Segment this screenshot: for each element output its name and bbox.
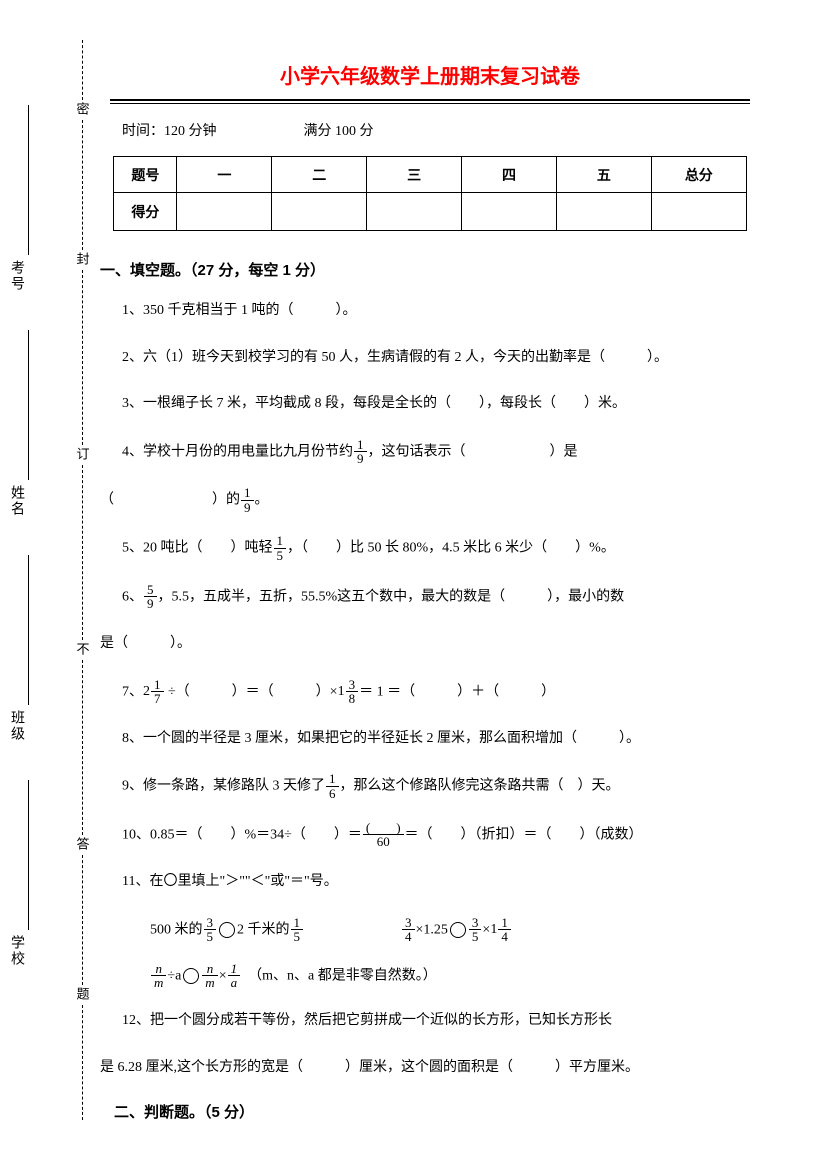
q7: 7、217 ÷（ ）＝（ ）×138＝ 1 ＝（ ）＋（ ）	[122, 678, 760, 706]
compare-circle-icon	[219, 922, 235, 938]
q12-line1: 12、把一个圆分成若干等份，然后把它剪拼成一个近似的长方形，已知长方形长	[122, 1008, 760, 1035]
score-cell-5	[556, 193, 651, 231]
title-rule	[110, 99, 750, 104]
score-h1: 一	[177, 157, 272, 193]
score-cell-total	[651, 193, 746, 231]
score-cell-1	[177, 193, 272, 231]
score-h4: 四	[462, 157, 557, 193]
binding-label-id: 考号	[6, 260, 26, 292]
dash-char-2: 不	[73, 640, 92, 657]
q11b-f2: 35	[469, 916, 482, 944]
binding-label-class: 班级	[6, 710, 26, 742]
compare-circle-icon	[183, 968, 199, 984]
score-cell-2	[272, 193, 367, 231]
dash-char-0: 题	[73, 985, 92, 1002]
score-h0: 题号	[114, 157, 177, 193]
binding-line-name	[28, 330, 29, 480]
q4-frac1: 19	[354, 438, 367, 466]
binding-label-name: 姓名	[6, 485, 26, 517]
section-2-heading: 二、判断题。（5 分）	[114, 1101, 760, 1122]
binding-dash-column: 密 封 订 不 答 题	[64, 40, 100, 1120]
binding-labels-column: 学校 班级 姓名 考号	[0, 40, 64, 1120]
q11a-f2: 15	[291, 916, 304, 944]
q4-line1: 4、学校十月份的用电量比九月份节约19，这句话表示（ ）是	[122, 438, 760, 466]
dash-char-3: 订	[73, 445, 92, 462]
q11-row1: 500 米的352 千米的15 34×1.2535×114	[150, 916, 760, 944]
score-value-row: 得分	[114, 193, 747, 231]
q11-head: 11、在〇里填上"＞""＜"或"＝"号。	[122, 869, 760, 896]
full-label: 满分	[304, 124, 332, 139]
score-h3: 三	[367, 157, 462, 193]
q11c-f2: nm	[202, 962, 217, 990]
q11-row2: nm÷anm×1a （m、n、a 都是非零自然数。）	[150, 962, 760, 990]
section-1-heading: 一、填空题。（27 分，每空 1 分）	[100, 259, 760, 280]
q8: 8、一个圆的半径是 3 厘米，如果把它的半径延长 2 厘米，那么面积增加（ ）。	[122, 726, 760, 753]
time-value: 120 分钟	[164, 124, 217, 139]
binding-line-id	[28, 105, 29, 255]
q6-line1: 6、59，5.5，五成半，五折，55.5%这五个数中，最大的数是（ ），最小的数	[122, 583, 760, 611]
exam-meta: 时间：120 分钟 满分 100 分	[122, 120, 760, 140]
score-header-row: 题号 一 二 三 四 五 总分	[114, 157, 747, 193]
binding-line-school	[28, 780, 29, 930]
binding-line-class	[28, 555, 29, 705]
exam-title: 小学六年级数学上册期末复习试卷	[100, 60, 760, 89]
q10: 10、0.85＝（ ）%＝34÷（ ）＝( )60＝（ ）（折扣）＝（ ）（成数…	[122, 821, 760, 849]
dash-char-4: 封	[73, 250, 92, 267]
q7-frac1: 17	[151, 678, 164, 706]
page-content: 小学六年级数学上册期末复习试卷 时间：120 分钟 满分 100 分 题号 一 …	[100, 60, 790, 1140]
q11b-f3: 14	[498, 916, 511, 944]
q3: 3、一根绳子长 7 米，平均截成 8 段，每段是全长的（ ），每段长（ ）米。	[122, 391, 760, 418]
q12-line2: 是 6.28 厘米,这个长方形的宽是（ ）厘米，这个圆的面积是（ ）平方厘米。	[100, 1055, 760, 1082]
q11b-f1: 34	[402, 916, 415, 944]
score-table: 题号 一 二 三 四 五 总分 得分	[113, 156, 747, 231]
dash-char-5: 密	[73, 100, 92, 117]
q7-frac2: 38	[346, 678, 359, 706]
compare-circle-icon	[450, 922, 466, 938]
binding-label-school: 学校	[6, 935, 26, 967]
q10-frac: ( )60	[363, 821, 404, 849]
q6-frac: 59	[144, 583, 157, 611]
q4-line2: （ ）的19。	[100, 486, 760, 514]
score-h5: 五	[556, 157, 651, 193]
q11c-f1: nm	[151, 962, 166, 990]
q11c-f3: 1a	[228, 962, 241, 990]
q5: 5、20 吨比（ ）吨轻15，（ ）比 50 长 80%，4.5 米比 6 米少…	[122, 534, 760, 562]
q9-frac: 16	[326, 772, 339, 800]
score-cell-3	[367, 193, 462, 231]
q11a-f1: 35	[204, 916, 217, 944]
q9: 9、修一条路，某修路队 3 天修了16，那么这个修路队修完这条路共需（ ）天。	[122, 772, 760, 800]
time-label: 时间：	[122, 124, 164, 139]
score-h2: 二	[272, 157, 367, 193]
q2: 2、六（1）班今天到校学习的有 50 人，生病请假的有 2 人，今天的出勤率是（…	[122, 345, 760, 372]
dash-char-1: 答	[73, 835, 92, 852]
binding-margin: 学校 班级 姓名 考号 密 封 订 不 答 题	[0, 40, 100, 1120]
q1: 1、350 千克相当于 1 吨的（ ）。	[122, 298, 760, 325]
q5-frac: 15	[274, 534, 287, 562]
full-value: 100 分	[335, 124, 374, 139]
score-h6: 总分	[651, 157, 746, 193]
q6-line2: 是（ ）。	[100, 631, 760, 658]
score-cell-4	[462, 193, 557, 231]
score-row-label: 得分	[114, 193, 177, 231]
q4-frac2: 19	[241, 486, 254, 514]
